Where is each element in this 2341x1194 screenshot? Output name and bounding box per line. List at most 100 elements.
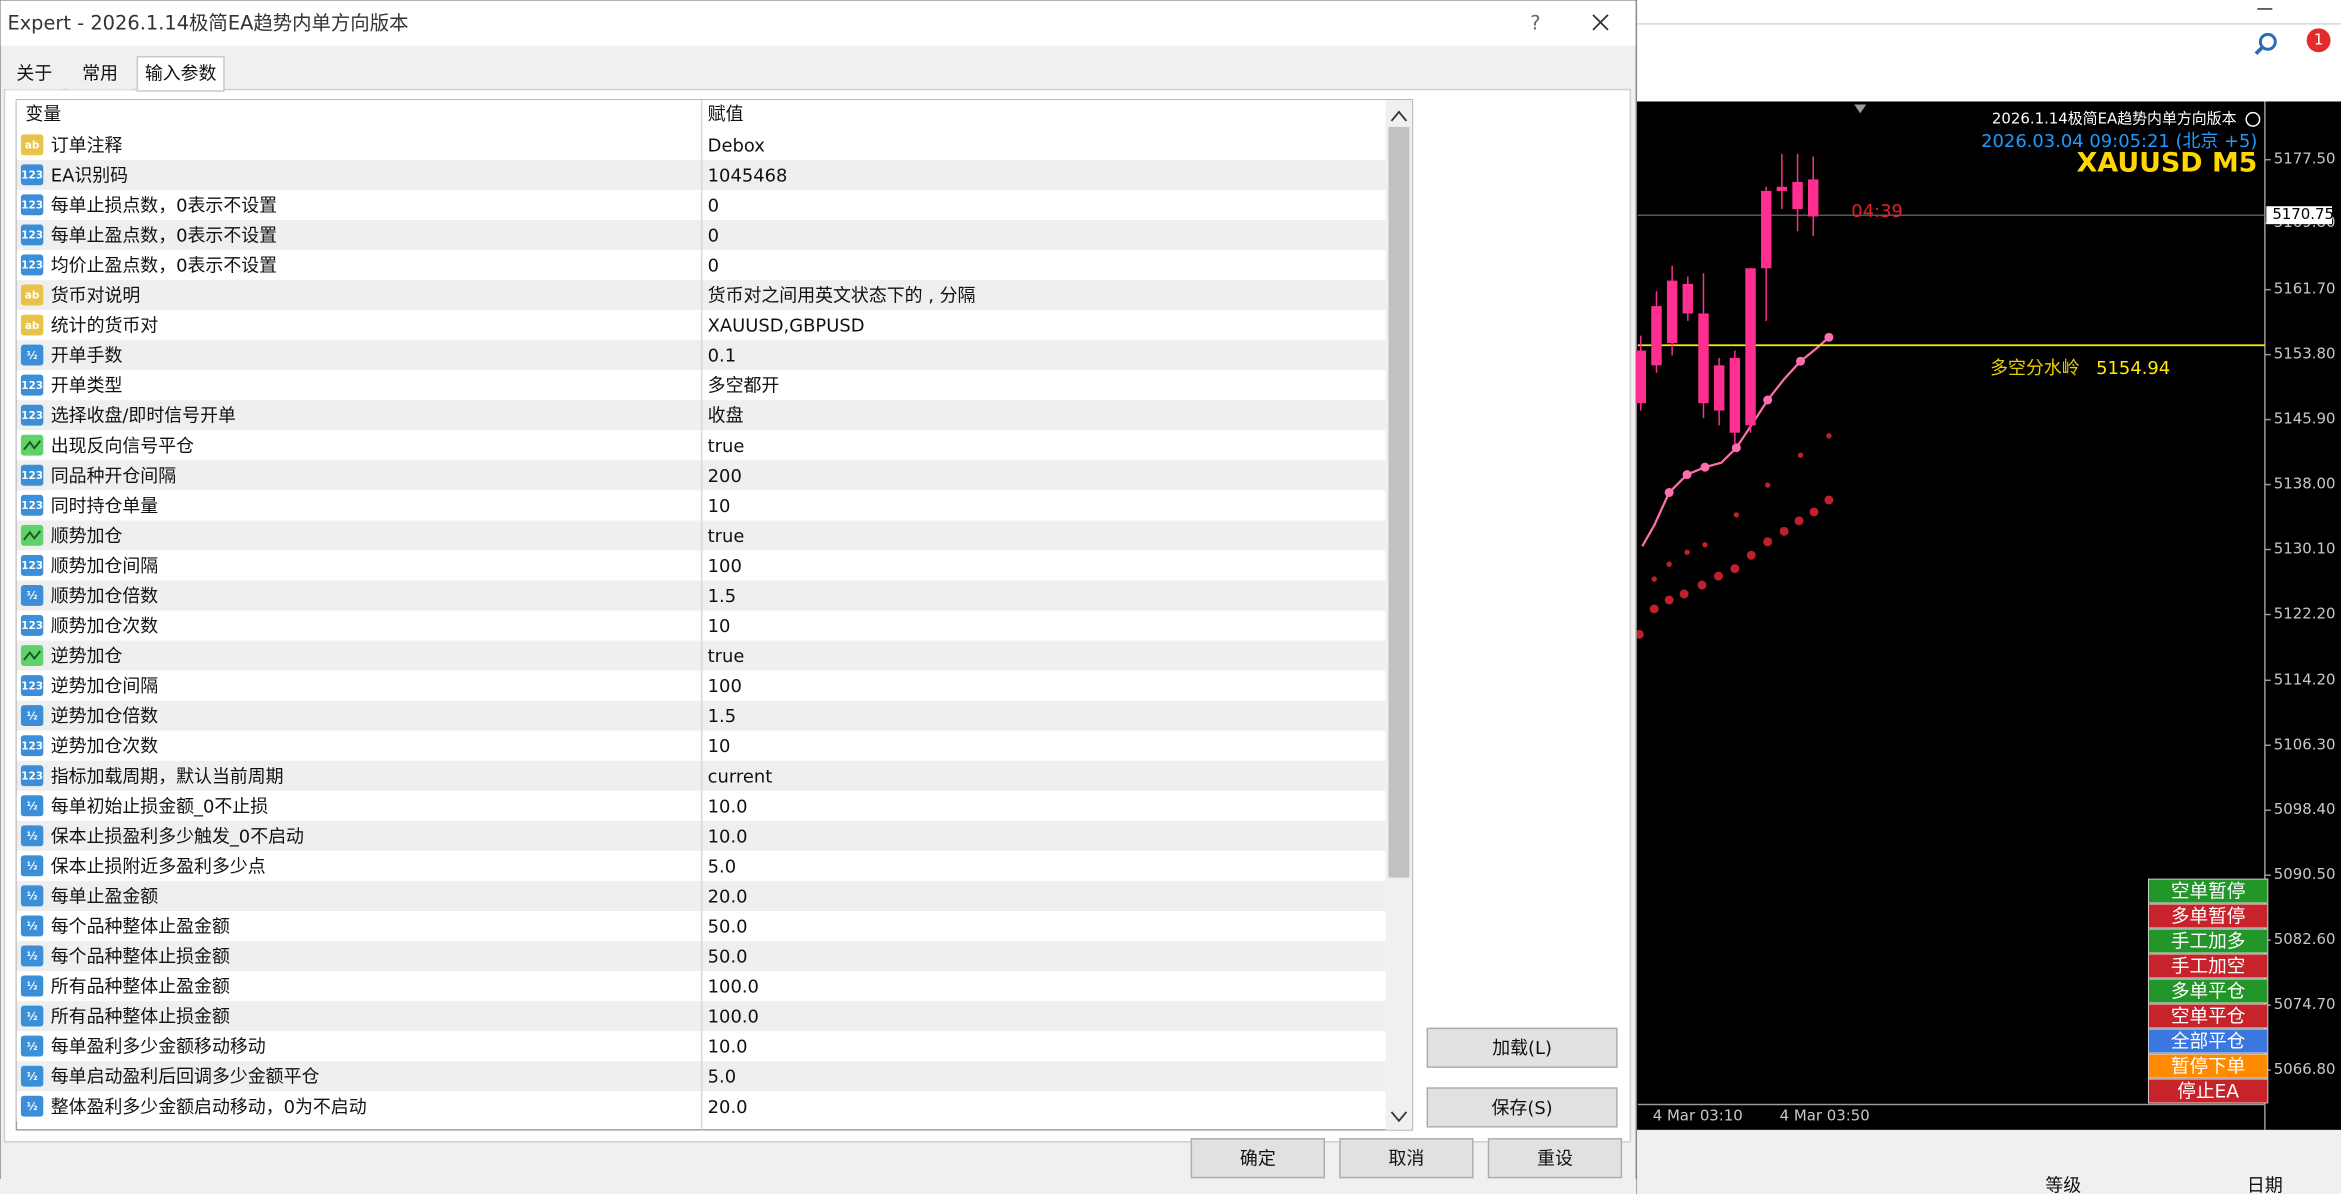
- chart-button-label[interactable]: 空单暂停: [2171, 881, 2246, 902]
- chart-button[interactable]: [2147, 953, 2269, 979]
- side-button[interactable]: [1426, 1087, 1618, 1128]
- chart-button-label[interactable]: 停止EA: [2177, 1081, 2239, 1102]
- param-value[interactable]: 10.0: [708, 1037, 748, 1058]
- param-value[interactable]: true: [708, 526, 745, 547]
- chart-button-label[interactable]: 多单平仓: [2171, 981, 2246, 1002]
- side-button[interactable]: [1426, 1027, 1618, 1068]
- param-name: 每单止盈点数，0表示不设置: [51, 225, 277, 246]
- dialog-button[interactable]: [1190, 1138, 1326, 1179]
- candle-body: [1745, 268, 1756, 426]
- param-value[interactable]: 货币对之间用英文状态下的 , 分隔: [708, 286, 976, 307]
- countdown: 04:39: [1851, 201, 1903, 222]
- chart-button-label[interactable]: 暂停下单: [2171, 1056, 2246, 1077]
- param-icon: [20, 464, 44, 486]
- time-label: 4 Mar 03:50: [1780, 1106, 1870, 1124]
- help-button[interactable]: ?: [1530, 11, 1540, 34]
- param-value[interactable]: 20.0: [708, 1097, 748, 1118]
- param-icon: [20, 164, 44, 186]
- scroll-thumb[interactable]: [1388, 126, 1410, 878]
- param-value[interactable]: 0: [708, 195, 719, 216]
- price-tick-label: 5153.80: [2274, 345, 2336, 363]
- dialog-button-label[interactable]: 确定: [1240, 1149, 1276, 1170]
- param-value[interactable]: 10: [708, 616, 731, 637]
- chart-button-label[interactable]: 手工加多: [2171, 931, 2246, 952]
- param-value[interactable]: Debox: [708, 135, 766, 156]
- dialog-button-label[interactable]: 重设: [1537, 1149, 1573, 1170]
- param-value[interactable]: 10: [708, 496, 731, 517]
- tab-label[interactable]: 输入参数: [145, 64, 217, 85]
- tab-label[interactable]: 常用: [82, 64, 118, 85]
- param-value[interactable]: 20.0: [708, 886, 748, 907]
- param-value[interactable]: 50.0: [708, 917, 748, 938]
- chart-button[interactable]: [2147, 978, 2269, 1004]
- tab[interactable]: [68, 59, 132, 90]
- chart-button-label[interactable]: 手工加空: [2171, 956, 2246, 977]
- param-value[interactable]: 0: [708, 256, 719, 277]
- search-icon[interactable]: [2258, 32, 2277, 51]
- param-icon-label: 123: [21, 410, 43, 422]
- param-name: 统计的货币对: [51, 316, 159, 337]
- notification-count[interactable]: 1: [2314, 30, 2323, 48]
- close-button[interactable]: [1592, 14, 1609, 31]
- row-bg: [16, 971, 1386, 1002]
- param-value[interactable]: true: [708, 436, 745, 457]
- chart-button[interactable]: [2147, 1003, 2269, 1029]
- side-button-label[interactable]: 保存(S): [1492, 1098, 1553, 1119]
- chart-button-label[interactable]: 全部平仓: [2171, 1031, 2246, 1052]
- price-tick-label: 5138.00: [2274, 475, 2336, 493]
- param-value[interactable]: 1.5: [708, 586, 736, 607]
- param-value[interactable]: 1045468: [708, 165, 788, 186]
- row-bg: [16, 550, 1386, 581]
- scroll-down[interactable]: [1390, 1111, 1408, 1123]
- tab[interactable]: [5, 59, 63, 90]
- param-value[interactable]: 0: [708, 225, 719, 246]
- row-bg: [16, 310, 1386, 341]
- param-icon-label: ab: [25, 140, 40, 152]
- chart-button-label[interactable]: 空单平仓: [2171, 1006, 2246, 1027]
- param-value[interactable]: 1.5: [708, 706, 736, 727]
- chart-button-label[interactable]: 多单暂停: [2171, 906, 2246, 927]
- search-handle: [2254, 46, 2264, 56]
- notification-badge[interactable]: [2306, 28, 2331, 53]
- param-name: 每个品种整体止盈金额: [51, 917, 230, 938]
- chart-button[interactable]: [2147, 1078, 2269, 1104]
- param-value[interactable]: 10.0: [708, 796, 748, 817]
- shift-marker: [1854, 104, 1867, 114]
- chart-button[interactable]: [2147, 1053, 2269, 1079]
- param-value[interactable]: 200: [708, 466, 742, 487]
- param-icon-label: ½: [27, 1041, 38, 1053]
- param-value[interactable]: 多空都开: [708, 376, 780, 397]
- param-value[interactable]: 5.0: [708, 1067, 736, 1088]
- param-name: 保本止损盈利多少触发_0不启动: [51, 826, 304, 847]
- param-value[interactable]: true: [708, 646, 745, 667]
- candle-body: [1776, 186, 1788, 191]
- param-name: 开单类型: [51, 376, 123, 397]
- param-value[interactable]: 100.0: [708, 1007, 759, 1028]
- chart-button[interactable]: [2147, 928, 2269, 954]
- param-value[interactable]: 0.1: [708, 346, 736, 367]
- param-value[interactable]: 100.0: [708, 977, 759, 998]
- dialog-button[interactable]: [1339, 1138, 1474, 1179]
- chart-button[interactable]: [2147, 878, 2269, 904]
- param-value[interactable]: XAUUSD,GBPUSD: [708, 316, 865, 337]
- param-name: 保本止损附近多盈利多少点: [51, 856, 266, 877]
- dialog-button[interactable]: [1487, 1138, 1623, 1179]
- param-icon: [20, 975, 44, 997]
- chart-button[interactable]: [2147, 1028, 2269, 1054]
- scroll-up[interactable]: [1390, 110, 1408, 122]
- param-icon-label: ½: [27, 710, 38, 722]
- param-value[interactable]: current: [708, 766, 773, 787]
- dialog-button-label[interactable]: 取消: [1388, 1149, 1424, 1170]
- param-icon-label: 123: [21, 770, 43, 782]
- tab[interactable]: [136, 55, 225, 92]
- param-value[interactable]: 50.0: [708, 947, 748, 968]
- side-button-label[interactable]: 加载(L): [1492, 1038, 1552, 1059]
- param-value[interactable]: 5.0: [708, 856, 736, 877]
- tab-label[interactable]: 关于: [16, 64, 52, 85]
- param-value[interactable]: 10.0: [708, 826, 748, 847]
- param-value[interactable]: 100: [708, 676, 742, 697]
- param-value[interactable]: 收盘: [708, 406, 744, 427]
- param-value[interactable]: 100: [708, 556, 742, 577]
- param-value[interactable]: 10: [708, 736, 731, 757]
- chart-button[interactable]: [2147, 903, 2269, 929]
